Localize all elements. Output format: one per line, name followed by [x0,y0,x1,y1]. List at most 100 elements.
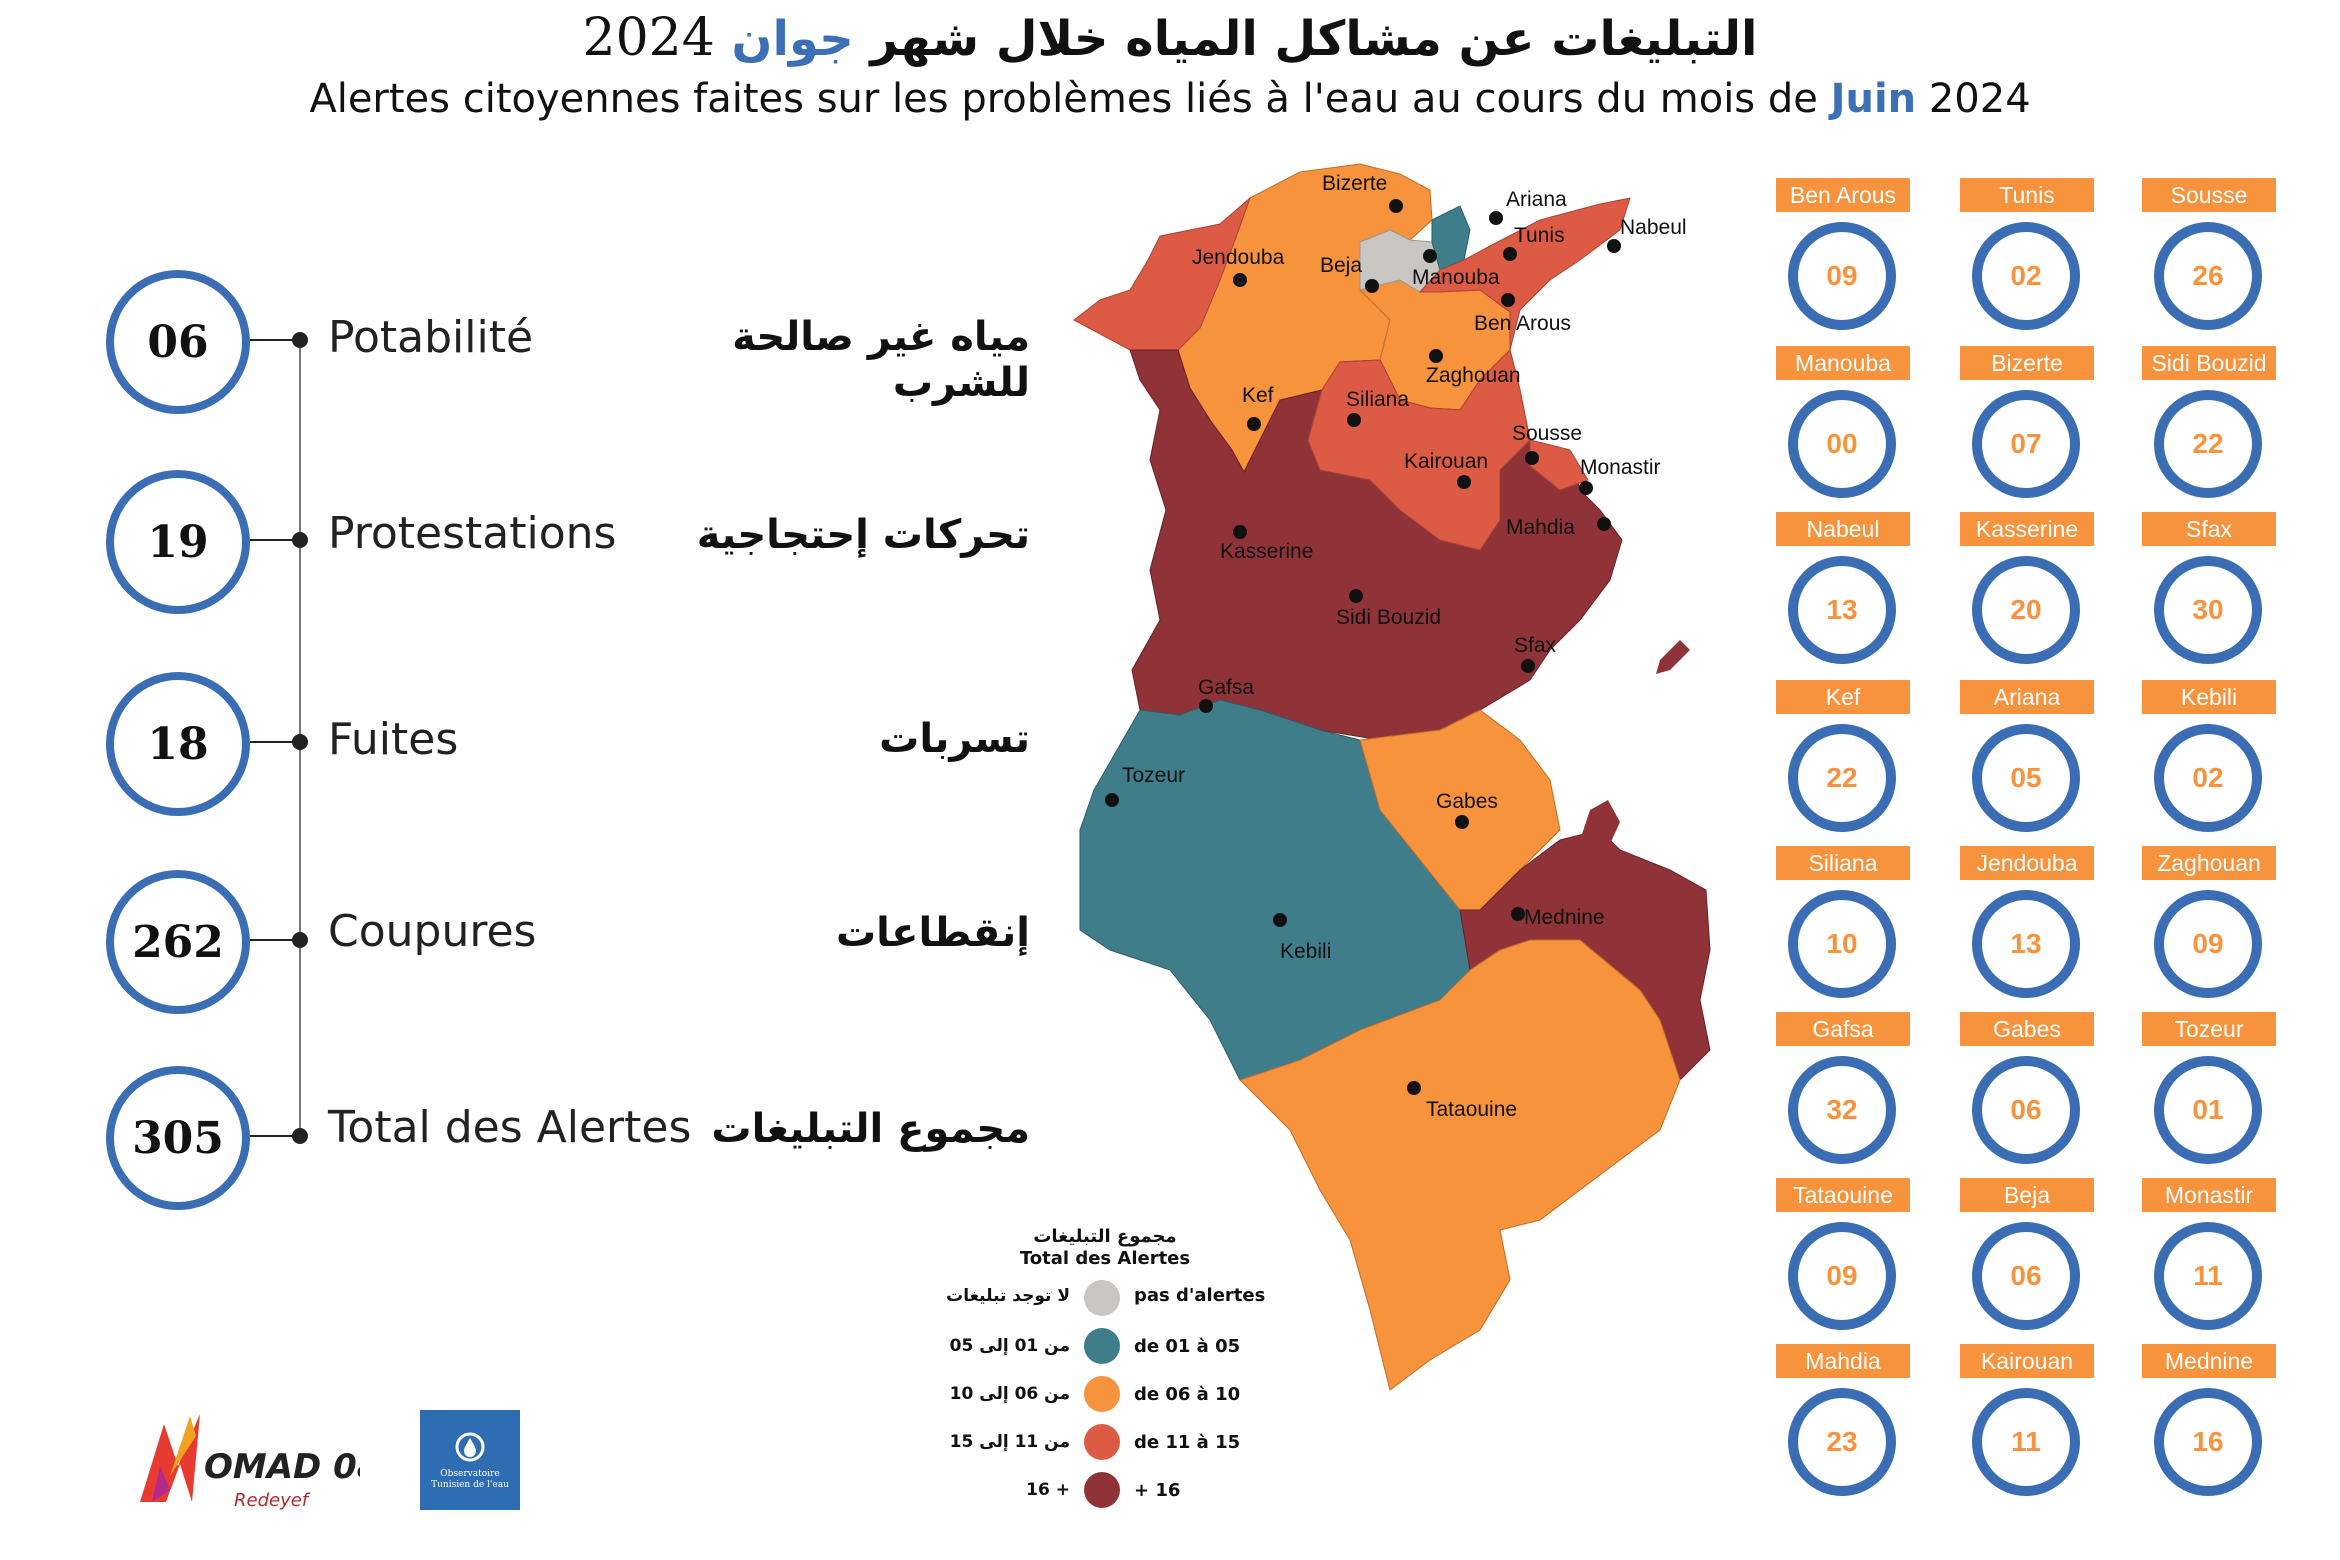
stat-label-fr: Coupures [328,906,537,957]
legend-swatch-11-15 [1084,1424,1120,1460]
governorate-label: Ben Arous [1776,178,1910,212]
nomad-logo: OMAD 08 Redeyef [140,1414,360,1511]
city-ben-arous: Ben Arous [1474,312,1571,335]
city-sidi-bouzid: Sidi Bouzid [1336,606,1441,629]
city-sousse: Sousse [1512,422,1582,445]
governorate-value-ring: 32 [1788,1056,1896,1164]
stat-dot [292,932,308,948]
governorate-label: Jendouba [1960,846,2094,880]
city-sfax: Sfax [1514,634,1557,657]
city-manouba: Manouba [1412,266,1500,289]
legend-label-ar: من 01 إلى 05 [949,1336,1070,1356]
title-arabic: التبليغات عن مشاكل المياه خلال شهر جوان … [0,8,2340,68]
city-bizerte: Bizerte [1322,172,1387,195]
governorate-value-ring: 02 [2154,724,2262,832]
stat-label-ar: مجموع التبليغات [711,1106,1030,1152]
governorate-value-ring: 09 [1788,1222,1896,1330]
region-nabeul [1418,197,1631,351]
water-drop-icon [455,1432,485,1462]
legend-swatch-6-10 [1084,1376,1120,1412]
governorate-value-ring: 06 [1972,1056,2080,1164]
island-kerkennah [1656,640,1690,674]
city-gafsa: Gafsa [1198,676,1254,699]
stat-connector [250,1135,300,1137]
governorate-label: Bizerte [1960,346,2094,380]
governorate-value-ring: 05 [1972,724,2080,832]
stat-circle-protestations: 19 [106,470,250,614]
governorate-value-ring: 06 [1972,1222,2080,1330]
governorate-value-ring: 16 [2154,1388,2262,1496]
legend-label-ar: من 11 إلى 15 [949,1432,1070,1452]
legend-title-fr: Total des Alertes [1019,1248,1191,1269]
legend-label-ar: + 16 [1026,1480,1070,1500]
governorate-value-ring: 07 [1972,390,2080,498]
governorate-value-ring: 26 [2154,222,2262,330]
governorate-label: Tozeur [2142,1012,2276,1046]
city-kebili: Kebili [1280,940,1331,963]
stat-connector [250,539,300,541]
legend-title-ar: مجموع التبليغات [1033,1226,1177,1247]
legend-label-fr: de 06 à 10 [1134,1384,1241,1405]
legend-label-fr: de 11 à 15 [1134,1432,1241,1453]
governorate-value-ring: 11 [1972,1388,2080,1496]
governorate-value-ring: 09 [2154,890,2262,998]
city-markers: Bizerte Ariana Tunis Nabeul Jendouba Bej… [1105,172,1687,1121]
legend-label-ar: لا توجد تبليغات [946,1286,1070,1306]
island-djerba [1580,800,1620,844]
governorate-label: Mahdia [1776,1344,1910,1378]
governorate-label: Ariana [1960,680,2094,714]
governorate-label: Sousse [2142,178,2276,212]
governorate-value-ring: 23 [1788,1388,1896,1496]
governorate-label: Mednine [2142,1344,2276,1378]
stat-connector [250,339,300,341]
city-beja: Beja [1320,254,1362,277]
governorate-label: Kasserine [1960,512,2094,546]
stat-circle-potabilite: 06 [106,270,250,414]
governorate-value-ring: 22 [1788,724,1896,832]
governorate-value-ring: 22 [2154,390,2262,498]
governorate-label: Tataouine [1776,1178,1910,1212]
city-mahdia: Mahdia [1506,516,1575,539]
city-kef: Kef [1242,384,1274,407]
city-gabes: Gabes [1436,790,1498,813]
city-kairouan: Kairouan [1404,450,1488,473]
governorate-label: Gabes [1960,1012,2094,1046]
city-nabeul: Nabeul [1620,216,1687,239]
governorate-label: Gafsa [1776,1012,1910,1046]
governorate-label: Zaghouan [2142,846,2276,880]
legend-label-fr: + 16 [1134,1480,1181,1501]
nomad-logo-text: OMAD 08 [204,1447,360,1487]
city-tozeur: Tozeur [1122,764,1185,787]
governorate-label: Kairouan [1960,1344,2094,1378]
title-ar-month: جوان [731,11,854,67]
governorate-label: Sidi Bouzid [2142,346,2276,380]
legend-swatch-none [1084,1280,1120,1316]
legend-swatch-1-5 [1084,1328,1120,1364]
governorate-value-ring: 10 [1788,890,1896,998]
governorate-label: Manouba [1776,346,1910,380]
city-tataouine: Tataouine [1426,1098,1517,1121]
legend-swatch-16-plus [1084,1472,1120,1508]
title-french: Alertes citoyennes faites sur les problè… [0,76,2340,122]
governorate-value-ring: 30 [2154,556,2262,664]
stat-dot [292,532,308,548]
governorate-label: Kebili [2142,680,2276,714]
observatoire-logo: Observatoire Tunisien de l'eau [420,1410,520,1510]
legend-label-ar: من 06 إلى 10 [949,1384,1070,1404]
governorate-value-ring: 01 [2154,1056,2262,1164]
stat-dot [292,332,308,348]
stat-circle-coupures: 262 [106,870,250,1014]
stat-label-fr: Protestations [328,508,617,559]
governorate-label: Siliana [1776,846,1910,880]
stat-dot [292,1128,308,1144]
governorate-value-ring: 13 [1972,890,2080,998]
title-ar-prefix: التبليغات عن مشاكل المياه خلال شهر [870,11,1758,67]
governorate-label: Tunis [1960,178,2094,212]
legend-label-fr: de 01 à 05 [1134,1336,1241,1357]
legend-label-fr: pas d'alertes [1134,1285,1266,1306]
city-tunis: Tunis [1514,224,1565,247]
governorate-value-ring: 00 [1788,390,1896,498]
title-ar-year: 2024 [582,8,715,68]
governorate-value-ring: 02 [1972,222,2080,330]
title-fr-year: 2024 [1928,76,2031,122]
